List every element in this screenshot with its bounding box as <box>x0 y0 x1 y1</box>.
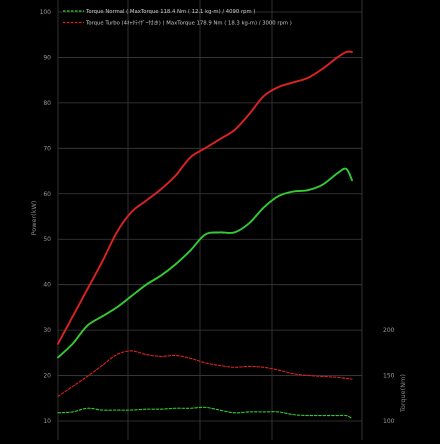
y-tick-label: 10 <box>43 418 51 425</box>
grid-lines <box>57 0 363 440</box>
y2-tick-label: 100 <box>383 418 395 425</box>
y-tick-label: 40 <box>43 282 51 289</box>
power-curve-normal <box>57 167 353 359</box>
torque-curve-normal <box>57 406 353 419</box>
y-axis-ticks: 10 20 30 40 50 60 70 80 90 100 <box>40 9 52 425</box>
y-tick-label: 30 <box>43 327 51 334</box>
y-tick-label: 60 <box>43 191 51 198</box>
torque-curve-turbo <box>57 350 353 397</box>
y2-axis-label: Torque(Nm) <box>399 374 407 413</box>
y2-axis-ticks: 100 150 200 <box>383 327 395 425</box>
series-layer <box>57 50 353 419</box>
y-tick-label: 100 <box>40 9 52 16</box>
y-tick-label: 90 <box>43 54 51 61</box>
y-tick-label: 80 <box>43 100 51 107</box>
y-tick-label: 50 <box>43 236 51 243</box>
y2-tick-label: 200 <box>383 327 395 334</box>
power-curve-turbo <box>57 50 353 345</box>
y-tick-label: 20 <box>43 373 51 380</box>
y-tick-label: 70 <box>43 145 51 152</box>
y-axis-label: Power(kW) <box>30 201 38 236</box>
legend: Torque Normal ( MaxTorque 118.4 Nm ( 12.… <box>63 9 292 27</box>
y2-tick-label: 150 <box>383 373 395 380</box>
legend-label-normal: Torque Normal ( MaxTorque 118.4 Nm ( 12.… <box>85 9 255 15</box>
legend-label-turbo: Torque Turbo (4ｷｬﾀﾗｲｻﾞｰ付き) ( MaxTorque 1… <box>85 19 292 27</box>
